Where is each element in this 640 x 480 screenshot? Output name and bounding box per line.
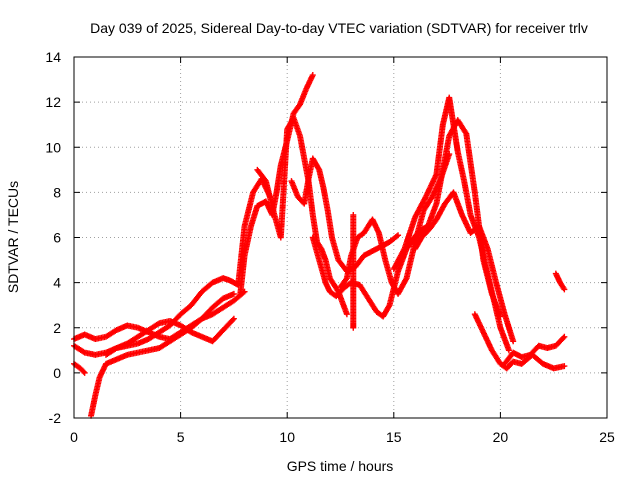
series-track <box>350 211 357 331</box>
series-track <box>88 290 237 419</box>
data-point <box>350 324 357 331</box>
data-point <box>229 316 236 323</box>
data-point <box>230 315 237 322</box>
series-track <box>501 333 568 367</box>
data-point <box>393 233 400 240</box>
data-point <box>230 290 237 297</box>
x-tick-label: 20 <box>493 429 509 445</box>
data-point <box>561 286 568 293</box>
plot-frame <box>73 56 608 419</box>
data-point <box>505 347 512 354</box>
data-point <box>343 311 350 318</box>
y-tick-label: 8 <box>53 184 61 200</box>
series-track <box>102 315 237 358</box>
x-tick-label: 10 <box>279 429 295 445</box>
chart-title: Day 039 of 2025, Sidereal Day-to-day VTE… <box>90 20 588 36</box>
y-tick-label: 0 <box>53 365 61 381</box>
x-tick-label: 25 <box>599 429 615 445</box>
y-tick-label: -2 <box>49 410 62 426</box>
data-point <box>497 313 504 320</box>
y-tick-label: 12 <box>45 94 61 110</box>
series-track <box>254 114 350 318</box>
data-point <box>560 334 567 341</box>
data-point <box>385 303 392 310</box>
data-points <box>71 72 568 419</box>
x-axis-label: GPS time / hours <box>287 458 394 474</box>
y-axis-label: SDTVAR / TECUs <box>5 181 21 293</box>
series-track <box>237 72 316 297</box>
data-point <box>315 165 322 172</box>
data-point <box>342 276 349 283</box>
y-tick-label: 4 <box>53 275 61 291</box>
y-tick-label: 14 <box>45 49 61 65</box>
data-point <box>241 288 248 295</box>
series-track <box>71 360 88 376</box>
series-track <box>552 270 568 293</box>
grid <box>74 57 607 418</box>
data-point <box>81 369 88 376</box>
data-point <box>561 333 568 340</box>
axis-ticks: 0 5 10 15 20 25 -2 0 2 4 6 8 10 12 14 <box>45 49 615 445</box>
data-point <box>561 363 568 370</box>
x-tick-label: 15 <box>386 429 402 445</box>
y-tick-label: 6 <box>53 230 61 246</box>
series-track <box>471 311 568 372</box>
x-tick-label: 5 <box>177 429 185 445</box>
data-point <box>80 368 87 375</box>
data-point <box>309 72 316 79</box>
y-tick-label: 10 <box>45 139 61 155</box>
y-tick-label: 2 <box>53 320 61 336</box>
series-track <box>412 189 517 345</box>
data-point <box>510 338 517 345</box>
data-point <box>395 232 402 239</box>
series-track <box>288 155 402 275</box>
x-tick-label: 0 <box>70 429 78 445</box>
